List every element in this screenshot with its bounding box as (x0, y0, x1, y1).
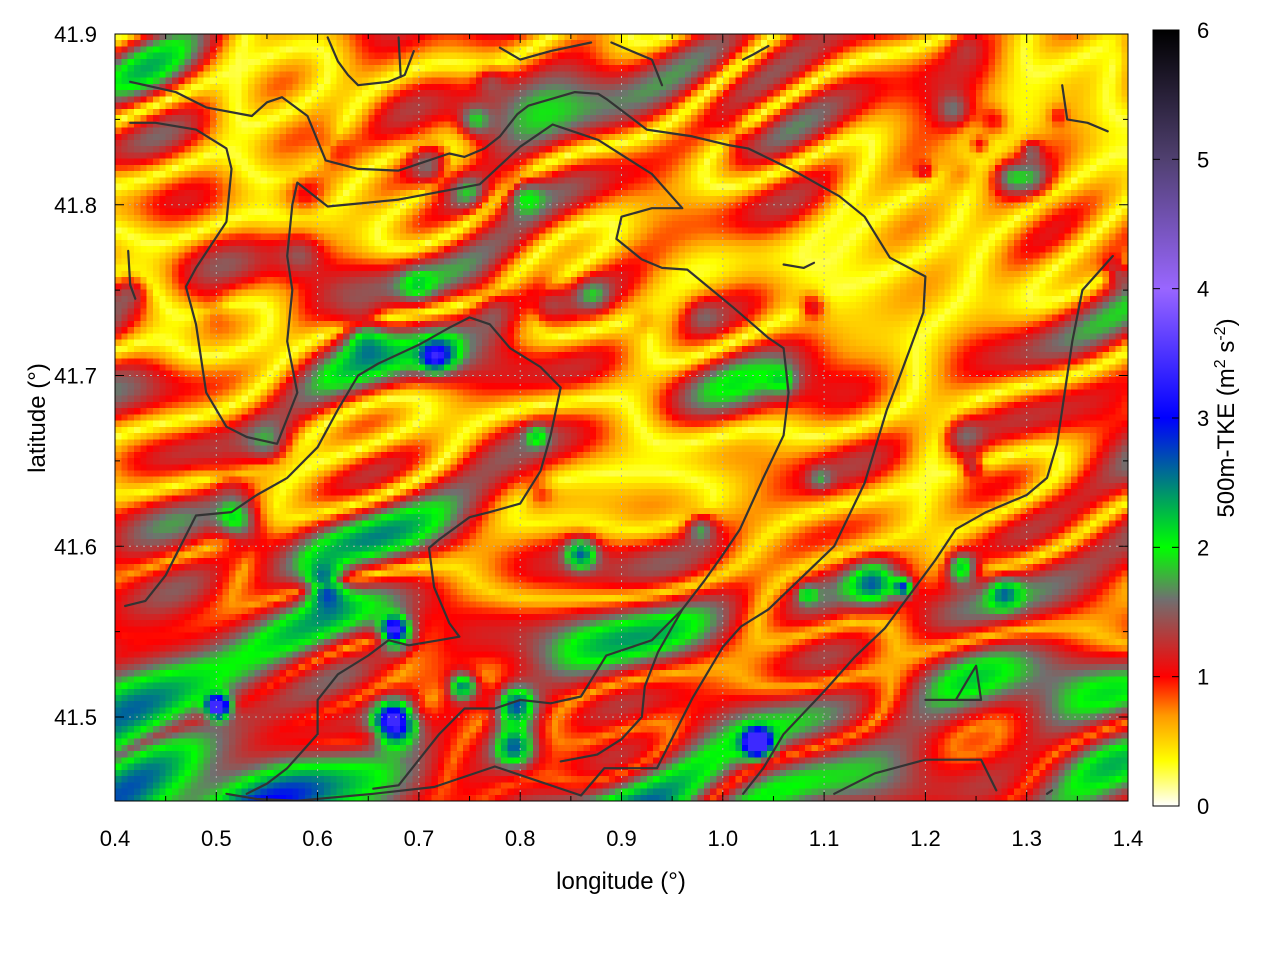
y-tick-label: 41.9 (54, 22, 97, 47)
colorbar-title-end: ) (1213, 318, 1240, 326)
y-tick-label: 41.6 (54, 534, 97, 559)
x-tick-label: 1.2 (910, 826, 941, 851)
colorbar-tick-label: 4 (1197, 277, 1209, 302)
grid-lines (115, 34, 1128, 801)
contour-line (127, 249, 137, 300)
colorbar-tick-label: 3 (1197, 406, 1209, 431)
x-axis-title: longitude (°) (556, 868, 686, 895)
contour-line (124, 316, 562, 795)
y-axis-title: latitude (°) (24, 363, 51, 473)
x-tick-label: 0.5 (201, 826, 232, 851)
colorbar: 0 1 2 3 4 5 6 500m-TKE (m2 s-2) (1152, 18, 1240, 819)
colorbar-tick-label: 0 (1197, 794, 1209, 819)
contour-line (372, 608, 684, 790)
colorbar-title: 500m-TKE (m2 s-2) (1212, 318, 1240, 517)
x-tick-label: 0.6 (302, 826, 333, 851)
contour-line (742, 254, 1114, 795)
coastline-contours (124, 36, 1114, 801)
colorbar-tick-label: 1 (1197, 665, 1209, 690)
y-tick-label: 41.7 (54, 364, 97, 389)
contour-line (782, 261, 816, 269)
x-tick-label: 0.9 (606, 826, 637, 851)
x-tick-label: 1.3 (1011, 826, 1042, 851)
x-tick-label: 0.4 (100, 826, 131, 851)
colorbar-ticks: 0 1 2 3 4 5 6 (1153, 18, 1209, 819)
colorbar-tick-label: 6 (1197, 18, 1209, 43)
contour-line (924, 664, 983, 701)
colorbar-title-sup1: 2 (1212, 359, 1229, 368)
x-tick-label: 1.0 (708, 826, 739, 851)
contour-line (1061, 84, 1109, 133)
colorbar-title-mid: s (1213, 341, 1240, 360)
contour-line (742, 44, 770, 61)
x-tick-label: 0.8 (505, 826, 536, 851)
y-tick-label: 41.5 (54, 705, 97, 730)
contour-line (129, 80, 927, 801)
y-tick-label: 41.8 (54, 193, 97, 218)
y-axis-ticks: 41.5 41.6 41.7 41.8 41.9 (54, 22, 1128, 730)
contour-line (610, 41, 664, 87)
x-axis-ticks: 0.4 0.5 0.6 0.7 0.8 0.9 1.0 1.1 1.2 1.3 1.4 (100, 34, 1144, 851)
x-tick-label: 1.4 (1113, 826, 1144, 851)
colorbar-title-sup2: -2 (1212, 326, 1229, 340)
contour-line (129, 121, 790, 763)
contour-line (833, 758, 998, 795)
contour-line (397, 36, 402, 78)
colorbar-title-main: 500m-TKE (m (1213, 368, 1240, 517)
colorbar-tick-label: 2 (1197, 535, 1209, 560)
contour-line (498, 41, 593, 61)
colorbar-tick-label: 5 (1197, 147, 1209, 172)
x-tick-label: 1.1 (809, 826, 840, 851)
x-tick-label: 0.7 (404, 826, 435, 851)
contour-line (1045, 789, 1054, 795)
contour-line (326, 36, 415, 87)
